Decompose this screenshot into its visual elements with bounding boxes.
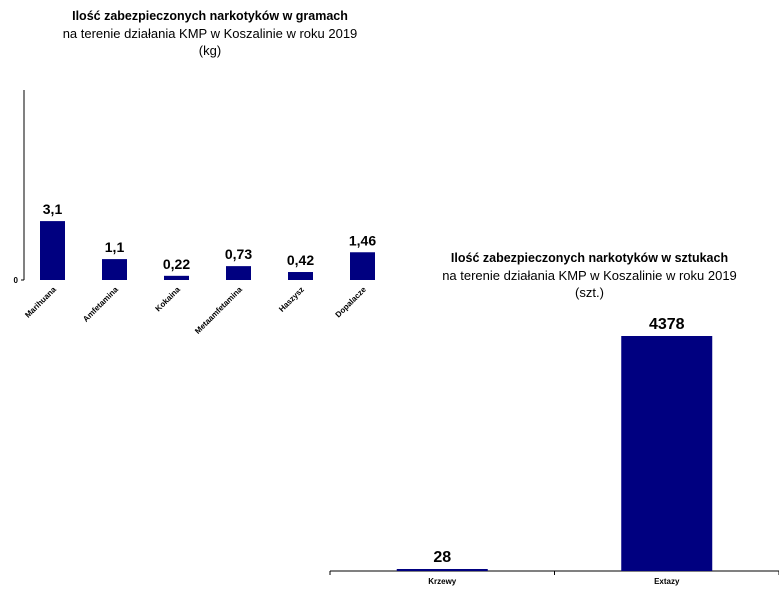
- chart1-unit: (kg): [198, 43, 222, 58]
- chart2-category-label-0: Krzewy: [428, 577, 457, 586]
- chart2-subtitle: na terenie działania KMP w Koszalinie w …: [442, 268, 737, 283]
- chart1-category-label-5: Dopalacze: [334, 285, 369, 320]
- chart1-data-label-4: 0,42: [287, 252, 314, 268]
- chart1-category-label-0: Marihuana: [23, 285, 58, 320]
- chart1-bar-5: [350, 252, 375, 280]
- chart1-subtitle: na terenie działania KMP w Koszalinie w …: [62, 26, 358, 41]
- chart1-y-tick-label: 0: [14, 276, 19, 285]
- chart2-bar-0: [396, 569, 488, 571]
- chart1-data-label-5: 1,46: [349, 232, 376, 248]
- chart1-bar-3: [226, 266, 251, 280]
- chart2-title: Ilość zabezpieczonych narkotyków w sztuk…: [450, 251, 729, 265]
- chart1-bar-1: [102, 259, 127, 280]
- chart2-category-label-1: Extazy: [654, 577, 680, 586]
- chart2-data-label-1: 4378: [649, 316, 685, 333]
- chart2-data-label-0: 28: [433, 549, 451, 566]
- chart1-bar-2: [164, 275, 189, 280]
- chart2-unit: (szt.): [575, 285, 604, 300]
- chart1-data-label-0: 3,1: [43, 201, 63, 217]
- chart1-data-label-3: 0,73: [225, 246, 252, 262]
- chart1-category-label-2: Kokaina: [154, 285, 183, 314]
- chart1-bar-4: [288, 272, 313, 280]
- chart1-bar-0: [40, 221, 65, 280]
- chart1-title-block: Ilość zabezpieczonych narkotyków w grama…: [0, 8, 420, 59]
- chart1-category-label-4: Haszysz: [277, 285, 306, 314]
- chart1-data-label-1: 1,1: [105, 239, 125, 255]
- chart1-title: Ilość zabezpieczonych narkotyków w grama…: [72, 9, 348, 23]
- chart1-category-label-1: Amfetamina: [81, 285, 120, 324]
- chart1-category-label-3: Metaamfetamina: [193, 285, 244, 336]
- chart1-data-label-2: 0,22: [163, 256, 190, 272]
- chart2-bar-1: [621, 336, 713, 571]
- chart2-title-block: Ilość zabezpieczonych narkotyków w sztuk…: [400, 250, 779, 301]
